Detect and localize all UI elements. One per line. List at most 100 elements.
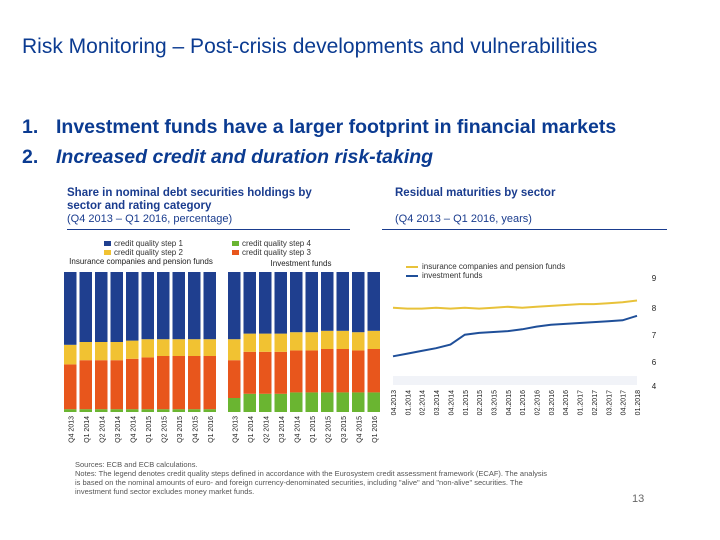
x-tick-label: Q2 2014 <box>263 416 270 443</box>
bar-segment <box>64 344 77 365</box>
x-tick-label: Q4 2014 <box>294 416 301 443</box>
legend-item-insurance: insurance companies and pension funds <box>406 262 565 271</box>
line-chart-legend: insurance companies and pension funds in… <box>406 262 565 280</box>
note-line: Notes: The legend denotes credit quality… <box>75 469 548 478</box>
bar-segment <box>203 339 216 356</box>
legend-swatch-cqs2 <box>104 250 111 256</box>
bullet-list: 1. Investment funds have a larger footpri… <box>22 112 712 172</box>
bar-segment <box>228 398 241 412</box>
panel-label-investment: Investment funds <box>270 259 332 268</box>
bar-segment <box>290 350 303 393</box>
series-line-investment <box>392 314 638 358</box>
x-tick-label: Q4 2013 <box>232 416 239 443</box>
x-tick-label: 04.2014 <box>448 390 455 415</box>
bar-segment <box>188 339 201 356</box>
bar-segment <box>157 356 170 410</box>
bar-segment <box>110 409 123 412</box>
bar-segment <box>110 342 123 361</box>
bar-chart-subtitle: (Q4 2013 – Q1 2016, percentage) <box>67 213 233 225</box>
x-tick-label: Q2 2015 <box>325 416 332 443</box>
bar-segment <box>336 349 349 393</box>
bar-segment <box>274 393 287 412</box>
legend-label: credit quality step 1 <box>114 239 183 248</box>
bar-segment <box>95 409 108 412</box>
legend-item-cqs1: credit quality step 1 <box>104 239 183 248</box>
bar-segment <box>367 392 380 412</box>
x-tick-label: Q2 2014 <box>99 416 106 443</box>
bar-segment <box>126 272 139 341</box>
legend-swatch-cqs3 <box>232 250 239 256</box>
bar-chart-legend-right: credit quality step 4 credit quality ste… <box>232 239 311 257</box>
x-tick-label: 04.2015 <box>506 390 513 415</box>
bar-segment <box>243 393 256 412</box>
x-tick-label: 01.2018 <box>635 390 642 415</box>
x-tick-label: 01.2016 <box>520 390 527 415</box>
bar-segment <box>367 272 380 331</box>
legend-swatch-cqs1 <box>104 241 111 247</box>
line-chart: 9 8 7 6 4 04.2013 01.2014 02.2014 03.2014 04.2014… <box>391 274 657 415</box>
legend-swatch-investment <box>406 274 418 277</box>
legend-label: credit quality step 4 <box>242 239 311 248</box>
y-tick-label: 6 <box>652 358 657 367</box>
bar-segment <box>95 342 108 361</box>
panel-label-insurance: Insurance companies and pension funds <box>69 257 213 266</box>
bar-segment <box>188 356 201 410</box>
bar-segment <box>172 356 185 410</box>
legend-item-cqs3: credit quality step 3 <box>232 248 311 257</box>
bar-segment <box>79 409 92 412</box>
bar-segment <box>367 330 380 349</box>
bar-segment <box>79 272 92 342</box>
bar-segment <box>336 392 349 412</box>
x-tick-label: Q1 2015 <box>146 416 153 443</box>
x-tick-label: 03.2015 <box>491 390 498 415</box>
bar-segment <box>126 340 139 359</box>
bar-segment <box>259 333 272 352</box>
bar-segment <box>321 349 334 393</box>
bar-segment <box>203 409 216 412</box>
x-tick-label: Q1 2014 <box>84 416 91 443</box>
bar-segment <box>141 409 154 412</box>
legend-label: credit quality step 2 <box>114 248 183 257</box>
bar-segment <box>274 272 287 334</box>
bar-segment <box>110 272 123 342</box>
legend-label: credit quality step 3 <box>242 248 311 257</box>
bar-segment <box>141 272 154 340</box>
bar-segment <box>126 409 139 412</box>
bar-segment <box>228 272 241 340</box>
bar-segment <box>336 330 349 349</box>
x-tick-label: 01.2015 <box>463 390 470 415</box>
bullet-item-1: 1. Investment funds have a larger footpri… <box>22 112 712 142</box>
bar-segment <box>228 360 241 398</box>
legend-item-cqs4: credit quality step 4 <box>232 239 311 248</box>
bar-segment <box>172 339 185 356</box>
legend-swatch-insurance <box>406 265 418 268</box>
bar-chart-title: Share in nominal debt securities holding… <box>67 187 312 212</box>
note-line: investment fund sector excludes money ma… <box>75 487 255 496</box>
y-tick-label: 9 <box>652 274 657 283</box>
x-tick-label: Q4 2013 <box>68 416 75 443</box>
bar-segment <box>243 333 256 352</box>
x-tick-label: 04.2013 <box>391 390 398 415</box>
x-tick-label: 01.2017 <box>578 390 585 415</box>
bar-segment <box>274 351 287 394</box>
x-tick-label: Q1 2016 <box>372 416 379 443</box>
x-tick-label: 02.2014 <box>420 390 427 415</box>
legend-label: insurance companies and pension funds <box>422 262 566 271</box>
x-tick-label: Q4 2014 <box>130 416 137 443</box>
bar-segment <box>157 339 170 356</box>
bar-segment <box>141 357 154 410</box>
bar-segment <box>352 350 365 393</box>
bar-segment <box>259 351 272 394</box>
bullet-text: Investment funds have a larger footprint… <box>56 116 617 138</box>
y-tick-label: 8 <box>652 304 657 313</box>
bullet-number: 1. <box>22 116 39 138</box>
bar-segment <box>352 392 365 412</box>
x-tick-label: Q3 2014 <box>115 416 122 443</box>
x-tick-label: Q2 2015 <box>161 416 168 443</box>
bullet-item-2: 2. Increased credit and duration risk-tak… <box>22 142 712 172</box>
bar-segment <box>188 409 201 412</box>
x-tick-label: 04.2016 <box>563 390 570 415</box>
bar-segment <box>157 409 170 412</box>
bar-chart-title-rule <box>67 229 350 230</box>
x-tick-label: 01.2014 <box>405 390 412 415</box>
